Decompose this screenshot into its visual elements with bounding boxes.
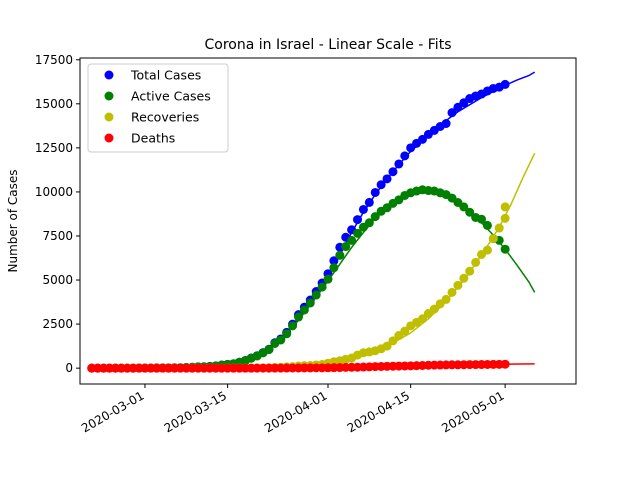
y-tick-label: 12500 — [35, 141, 73, 155]
series-deaths — [87, 359, 535, 373]
recoveries-point — [500, 202, 510, 212]
chart-title: Corona in Israel - Linear Scale - Fits — [205, 37, 452, 53]
active-cases-point — [341, 242, 351, 252]
recoveries-point — [453, 280, 463, 290]
plot-area — [87, 71, 536, 373]
y-tick-label: 5000 — [42, 273, 73, 287]
deaths-fit-line — [91, 363, 535, 369]
total-cases-point — [441, 119, 451, 128]
legend-box — [87, 63, 229, 153]
y-tick-label: 7500 — [42, 229, 73, 243]
legend-label-deaths: Deaths — [131, 131, 175, 146]
legend-label-active-cases: Active Cases — [131, 89, 211, 104]
active-cases-point — [335, 250, 345, 260]
y-tick-label: 10000 — [35, 185, 73, 199]
total-cases-point — [370, 187, 380, 197]
legend-marker-recoveries — [104, 112, 114, 122]
active-cases-point — [364, 218, 374, 228]
total-cases-point — [417, 134, 427, 144]
active-cases-point — [347, 235, 357, 245]
active-cases-point — [299, 305, 309, 315]
legend-marker-active-cases — [104, 91, 114, 101]
active-cases-point — [293, 312, 303, 322]
legend-label-recoveries: Recoveries — [131, 110, 199, 125]
y-axis-label: Number of Cases — [6, 169, 20, 272]
y-tick-label: 2500 — [42, 317, 73, 331]
recoveries-point — [388, 336, 398, 346]
active-cases-point — [264, 345, 274, 355]
legend-marker-total-cases — [104, 70, 114, 80]
total-cases-point — [358, 204, 368, 214]
y-tick-label: 0 — [65, 361, 73, 375]
active-cases-point — [353, 228, 363, 238]
recoveries-point — [441, 294, 451, 304]
active-cases-fit-line — [91, 192, 536, 369]
recoveries-point — [447, 287, 457, 297]
recoveries-point — [400, 326, 410, 336]
y-tick-label: 17500 — [35, 53, 73, 67]
legend-marker-deaths — [104, 133, 114, 143]
active-cases-point — [370, 212, 380, 222]
series-group — [87, 71, 536, 373]
legend-label-total-cases: Total Cases — [130, 68, 201, 83]
y-tick-label: 15000 — [35, 97, 73, 111]
recoveries-point — [482, 245, 492, 255]
total-cases-point — [400, 151, 410, 161]
legend: Total Cases Active Cases Recoveries Deaths — [87, 63, 229, 153]
